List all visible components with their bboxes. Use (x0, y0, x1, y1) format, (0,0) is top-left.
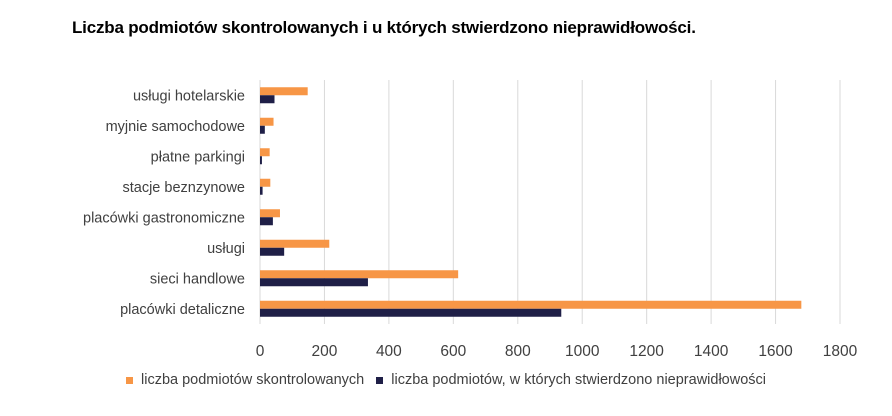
x-tick-label: 0 (256, 343, 265, 360)
bar-irregular (260, 186, 263, 195)
bar-controlled (260, 270, 459, 279)
x-tick-label: 1400 (694, 343, 729, 360)
legend-swatch-controlled (126, 376, 133, 384)
bar-controlled (260, 148, 270, 157)
bar-irregular (260, 156, 262, 165)
legend-item-irregular: liczba podmiotów, w których stwierdzono … (376, 372, 766, 388)
bar-irregular (260, 217, 273, 226)
bar-controlled (260, 239, 330, 248)
x-tick-label: 200 (312, 343, 338, 360)
bar-irregular (260, 278, 368, 287)
category-label: stacje beznzynowe (122, 180, 245, 196)
x-tick-label: 600 (440, 343, 466, 360)
x-tick-label: 1800 (823, 343, 858, 360)
bar-controlled (260, 117, 274, 126)
x-tick-label: 800 (505, 343, 531, 360)
bar-controlled (260, 300, 802, 309)
x-tick-label: 1000 (565, 343, 600, 360)
category-labels: placówki detaliczne sieci handlowe usługi p… (83, 88, 245, 318)
legend-label-irregular: liczba podmiotów, w których stwierdzono … (391, 372, 766, 388)
chart-title: Liczba podmiotów skontrolowanych i u któ… (72, 18, 696, 37)
legend-label-controlled: liczba podmiotów skontrolowanych (141, 372, 365, 388)
bar-irregular (260, 125, 265, 134)
x-tick-label: 400 (376, 343, 402, 360)
legend-swatch-irregular (376, 376, 384, 384)
category-label: usługi (207, 241, 245, 257)
legend: liczba podmiotów skontrolowanych liczba … (0, 372, 892, 388)
legend-item-controlled: liczba podmiotów skontrolowanych (126, 372, 364, 388)
category-label: placówki detaliczne (120, 302, 245, 318)
x-tick-label: 1200 (629, 343, 664, 360)
category-label: myjnie samochodowe (106, 119, 245, 135)
bar-irregular (260, 95, 275, 104)
bar-irregular (260, 308, 562, 317)
bar-controlled (260, 178, 271, 187)
category-label: usługi hotelarskie (133, 88, 245, 104)
bars (260, 87, 802, 317)
category-label: płatne parkingi (151, 149, 245, 165)
bar-controlled (260, 87, 308, 96)
gridlines (259, 80, 841, 324)
bar-irregular (260, 247, 285, 256)
bar-controlled (260, 209, 280, 218)
category-label: sieci handlowe (150, 271, 245, 287)
x-axis-ticks: 0 200 400 600 800 1000 1200 1400 1600 1800 (256, 343, 858, 360)
x-tick-label: 1600 (758, 343, 793, 360)
category-label: placówki gastronomiczne (83, 210, 245, 226)
